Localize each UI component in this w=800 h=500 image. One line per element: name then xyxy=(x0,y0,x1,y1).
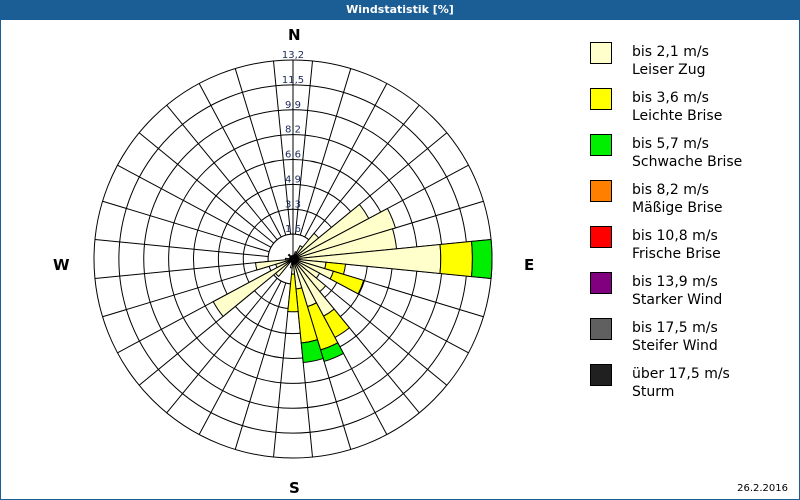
radial-tick-label: 9,9 xyxy=(285,100,301,111)
legend-swatch xyxy=(590,42,612,64)
legend-item: bis 3,6 m/s Leichte Brise xyxy=(588,88,788,134)
legend-label: Leiser Zug xyxy=(632,62,706,78)
radial-tick-label: 6,6 xyxy=(285,150,301,161)
compass-south-label: S xyxy=(289,479,300,497)
radial-tick-label: 13,2 xyxy=(282,50,304,61)
legend-range: über 17,5 m/s xyxy=(632,366,730,382)
compass-east-label: E xyxy=(524,256,535,274)
wind-bar-segment xyxy=(439,240,473,278)
legend-item: über 17,5 m/s Sturm xyxy=(588,364,788,410)
legend-swatch xyxy=(590,272,612,294)
legend-range: bis 10,8 m/s xyxy=(632,228,718,244)
wind-bar-segment xyxy=(470,238,493,280)
legend-swatch xyxy=(590,364,612,386)
radial-tick-label: 4,9 xyxy=(285,174,301,185)
legend-label: Sturm xyxy=(632,384,675,400)
legend-label: Mäßige Brise xyxy=(632,200,723,216)
compass-west-label: W xyxy=(53,256,70,274)
legend-swatch xyxy=(590,226,612,248)
wind-bar-segment xyxy=(254,258,294,271)
legend: bis 2,1 m/s Leiser Zug bis 3,6 m/s Leichte… xyxy=(588,42,788,410)
date-label: 26.2.2016 xyxy=(737,483,788,494)
legend-label: Frische Brise xyxy=(632,246,721,262)
legend-range: bis 17,5 m/s xyxy=(632,320,718,336)
radial-tick-label: 11,5 xyxy=(282,75,304,86)
legend-label: Starker Wind xyxy=(632,292,723,308)
legend-item: bis 5,7 m/s Schwache Brise xyxy=(588,134,788,180)
legend-range: bis 5,7 m/s xyxy=(632,136,709,152)
legend-item: bis 10,8 m/s Frische Brise xyxy=(588,226,788,272)
wind-bar-segment xyxy=(292,207,397,260)
legend-item: bis 17,5 m/s Steifer Wind xyxy=(588,318,788,364)
window-title: Windstatistik [%] xyxy=(0,0,800,20)
radial-tick-label: 1,6 xyxy=(285,224,301,235)
wind-bar-segment xyxy=(329,270,365,295)
radial-tick-label: 8,2 xyxy=(285,125,301,136)
legend-label: Leichte Brise xyxy=(632,108,723,124)
legend-item: bis 2,1 m/s Leiser Zug xyxy=(588,42,788,88)
legend-range: bis 2,1 m/s xyxy=(632,44,709,60)
wind-bar-segment xyxy=(212,258,294,318)
legend-label: Schwache Brise xyxy=(632,154,743,170)
legend-label: Steifer Wind xyxy=(632,338,718,354)
wind-bar-segment xyxy=(300,339,324,364)
legend-swatch xyxy=(590,134,612,156)
wind-bar-segment xyxy=(287,273,299,313)
compass-north-label: N xyxy=(288,26,301,44)
legend-swatch xyxy=(590,180,612,202)
legend-swatch xyxy=(590,88,612,110)
legend-swatch xyxy=(590,318,612,340)
radial-tick-label: 3,3 xyxy=(285,199,301,210)
legend-item: bis 13,9 m/s Starker Wind xyxy=(588,272,788,318)
wind-bar-segment xyxy=(319,342,345,363)
legend-range: bis 8,2 m/s xyxy=(632,182,709,198)
legend-item: bis 8,2 m/s Mäßige Brise xyxy=(588,180,788,226)
legend-range: bis 3,6 m/s xyxy=(632,90,709,106)
wind-rose-chart: 1,6 3,3 4,9 6,6 8,2 9,9 11,5 13,2 xyxy=(93,50,493,459)
legend-range: bis 13,9 m/s xyxy=(632,274,718,290)
